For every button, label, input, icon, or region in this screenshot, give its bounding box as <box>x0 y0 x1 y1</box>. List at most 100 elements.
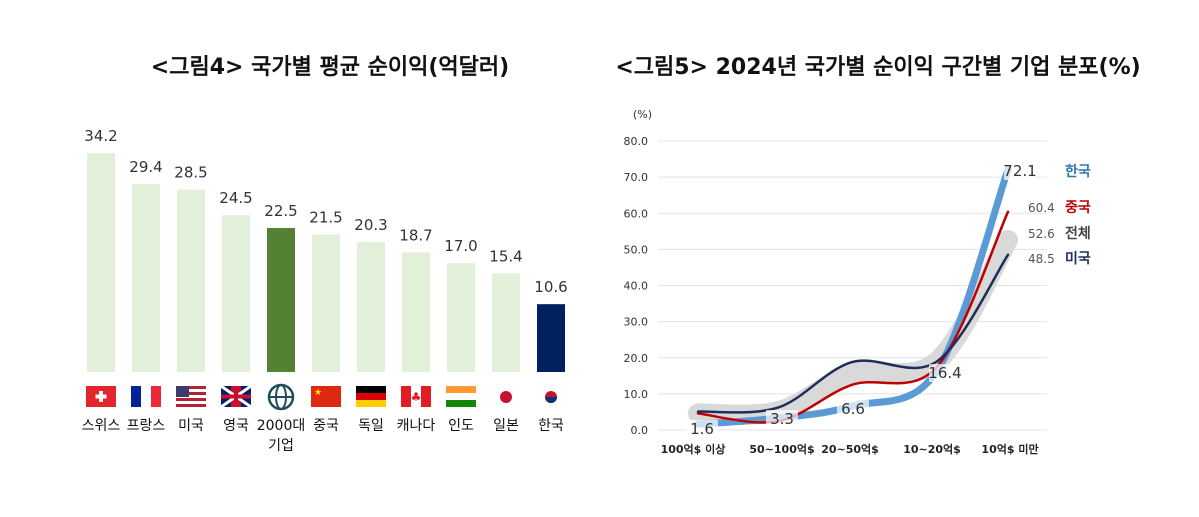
y-tick-label: 70.0 <box>624 171 649 184</box>
category-label: 미국 <box>178 418 204 434</box>
france-flag-icon <box>151 386 161 407</box>
canada-flag-icon <box>401 386 411 407</box>
india-flag-icon <box>446 400 476 407</box>
x-tick-label: 10~20억$ <box>903 443 961 456</box>
bar-value-label: 28.5 <box>174 164 207 182</box>
china-star: ★ <box>314 388 322 398</box>
category-label: 독일 <box>358 418 384 434</box>
bar <box>132 183 160 372</box>
bar <box>222 215 250 372</box>
x-tick-label: 100억$ 이상 <box>661 442 726 456</box>
legend-1: 한국 <box>1065 164 1091 180</box>
series-line-3 <box>696 253 1010 414</box>
end-value-label: 52.6 <box>1028 227 1055 241</box>
end-value-label: 60.4 <box>1028 201 1055 215</box>
usa-stripe <box>176 398 206 401</box>
category-label: 중국 <box>313 418 339 434</box>
usa-stripe <box>176 395 206 398</box>
bar-value-label: 18.7 <box>399 226 432 244</box>
category-label: 한국 <box>538 418 564 434</box>
category-label: 기업 <box>268 438 294 454</box>
series-line-0 <box>688 229 1018 425</box>
label-bg <box>686 420 718 438</box>
canada-flag-icon <box>421 386 431 407</box>
chart5-title: <그림5> 2024년 국가별 순이익 구간별 기업 분포(%) <box>615 55 1140 80</box>
switzerland-flag-icon <box>106 386 116 407</box>
bar-value-label: 20.3 <box>354 216 387 234</box>
category-label: 영국 <box>223 418 249 434</box>
end-value-label: 48.5 <box>1028 252 1055 266</box>
india-flag-icon <box>446 386 476 393</box>
bar <box>177 189 205 372</box>
y-tick-label: 80.0 <box>624 135 649 148</box>
swiss-cross <box>95 394 107 399</box>
y-tick-label: 30.0 <box>624 316 649 329</box>
bar <box>402 252 430 372</box>
china-flag-icon <box>321 386 331 407</box>
canada-flag-icon <box>411 386 421 407</box>
label-bg <box>1004 162 1036 180</box>
category-label: 2000대 <box>257 418 306 434</box>
korea-data-label: 72.1 <box>1003 162 1036 180</box>
bar-value-label: 22.5 <box>264 202 297 220</box>
bar-value-label: 21.5 <box>309 208 342 226</box>
bar-value-label: 34.2 <box>84 127 117 145</box>
legend-0: 전체 <box>1065 225 1091 242</box>
label-bg <box>766 410 798 428</box>
germany-flag-icon <box>356 393 386 400</box>
category-label: 캐나다 <box>397 418 436 434</box>
bar-value-label: 24.5 <box>219 189 252 207</box>
label-bg <box>837 400 869 418</box>
bar-value-label: 10.6 <box>534 278 567 296</box>
usa-stripe <box>176 404 206 407</box>
korea-data-label: 6.6 <box>841 400 865 418</box>
bar <box>357 242 385 372</box>
y-tick-label: 60.0 <box>624 207 649 220</box>
usa-stripe <box>176 392 206 395</box>
france-flag-icon <box>131 386 141 407</box>
usa-stripe <box>176 386 206 389</box>
bar-value-label: 15.4 <box>489 247 522 265</box>
chart4-title: <그림4> 국가별 평균 순이익(억달러) <box>151 55 509 80</box>
series-line-1 <box>694 166 1012 428</box>
germany-flag-icon <box>356 400 386 407</box>
category-label: 스위스 <box>82 418 121 434</box>
bar <box>492 273 520 372</box>
y-tick-label: 0.0 <box>631 424 649 437</box>
india-flag-icon <box>446 393 476 400</box>
y-tick-label: 40.0 <box>624 280 649 293</box>
bar-value-label: 17.0 <box>444 237 477 255</box>
category-label: 인도 <box>448 418 474 434</box>
korea-data-label: 3.3 <box>770 410 794 428</box>
legend-2: 중국 <box>1065 200 1091 216</box>
legend-3: 미국 <box>1065 251 1091 267</box>
usa-canton <box>176 386 189 397</box>
china-flag-icon <box>311 386 321 407</box>
usa-stripe <box>176 401 206 404</box>
x-tick-label: 10억$ 미만 <box>981 442 1038 456</box>
france-flag-icon <box>141 386 151 407</box>
category-label: 일본 <box>493 418 519 434</box>
bar <box>267 228 295 372</box>
y-tick-label: 10.0 <box>624 388 649 401</box>
bar <box>537 304 565 372</box>
korea-data-label: 16.4 <box>928 364 961 382</box>
bar-value-label: 29.4 <box>129 158 162 176</box>
germany-flag-icon <box>356 386 386 393</box>
korea-flag-taeguk <box>545 397 557 403</box>
y-tick-label: 20.0 <box>624 352 649 365</box>
series-line-2 <box>696 210 1010 424</box>
uk-cross <box>221 386 251 407</box>
x-tick-label: 20~50억$ <box>821 443 879 456</box>
bar <box>447 263 475 372</box>
china-flag-icon <box>331 386 341 407</box>
japan-flag-icon <box>500 391 512 403</box>
y-axis-unit: (%) <box>633 108 652 121</box>
bar <box>312 234 340 372</box>
category-label: 프랑스 <box>127 418 166 434</box>
usa-stripe <box>176 389 206 392</box>
label-bg <box>929 364 961 382</box>
y-tick-label: 50.0 <box>624 243 649 256</box>
